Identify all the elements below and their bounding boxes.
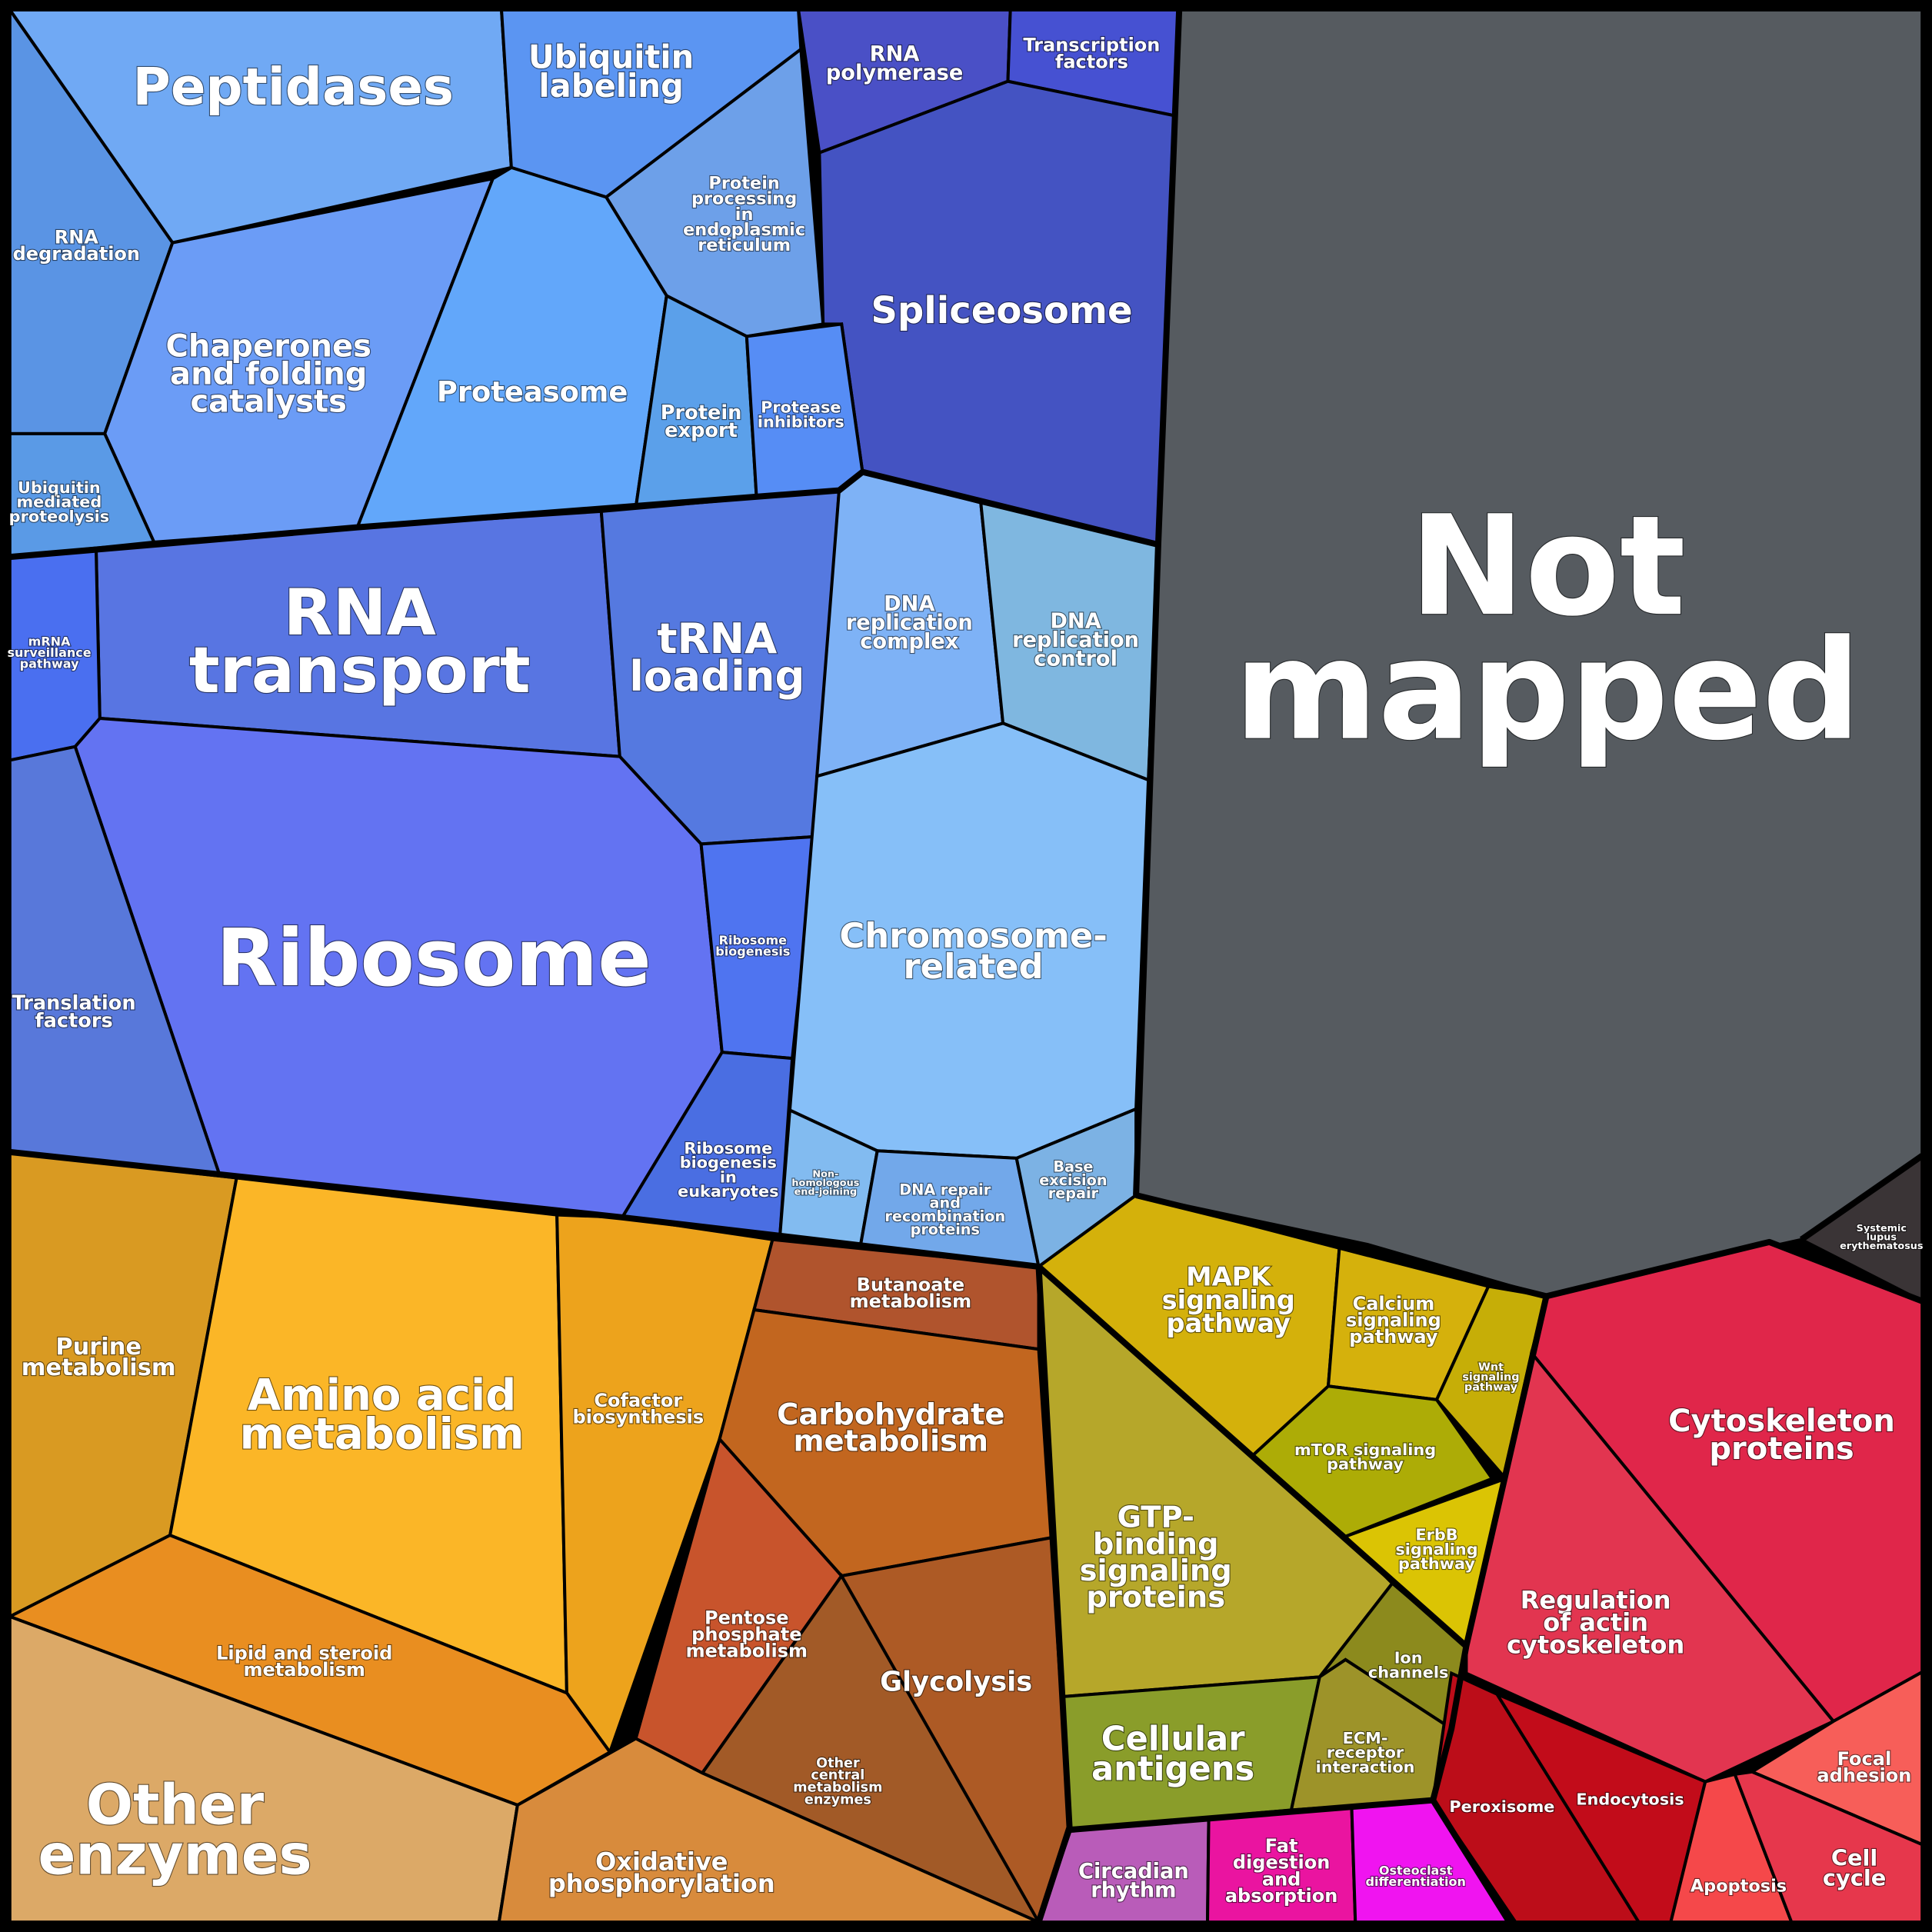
label-rna-polymerase: RNA polymerase bbox=[826, 42, 964, 85]
label-apoptosis: Apoptosis bbox=[1690, 1876, 1787, 1896]
label-mrna-surveillance: mRNA surveillance pathway bbox=[7, 634, 91, 671]
label-cell-cycle: Cell cycle bbox=[1823, 1844, 1886, 1890]
label-not-mapped: Not mapped bbox=[1234, 486, 1861, 771]
label-translation-factors: Translation factors bbox=[12, 991, 136, 1032]
label-cellular-antigens: Cellular antigens bbox=[1091, 1720, 1254, 1788]
label-lipid-steroid: Lipid and steroid metabolism bbox=[216, 1642, 392, 1681]
label-dna-replication-control: DNA replication control bbox=[1012, 609, 1139, 671]
label-ubiquitin-mediated-proteolysis: Ubiquitin mediated proteolysis bbox=[9, 478, 109, 525]
label-protein-processing-er: Protein processing in endoplasmic reticulum bbox=[683, 173, 805, 255]
label-ecm-receptor: ECM-receptor interaction bbox=[1316, 1729, 1415, 1776]
label-rna-degradation: RNA degradation bbox=[13, 227, 140, 265]
label-base-excision-repair: Base excision repair bbox=[1039, 1158, 1107, 1202]
label-regulation-actin: Regulation of actin cytoskeleton bbox=[1507, 1586, 1684, 1660]
group-border bbox=[1070, 1797, 1512, 1924]
label-pentose-phosphate: Pentose phosphate metabolism bbox=[686, 1607, 808, 1661]
label-fat-digestion: Fat digestion and absorption bbox=[1225, 1835, 1338, 1907]
label-peptidases: Peptidases bbox=[133, 56, 455, 116]
label-focal-adhesion: Focal adhesion bbox=[1817, 1748, 1911, 1787]
label-ubiquitin-labeling: Ubiquitin labeling bbox=[528, 38, 694, 104]
cell-mtor-signaling[interactable] bbox=[1251, 1384, 1495, 1539]
label-oxidative-phosphorylation: Oxidative phosphorylation bbox=[548, 1847, 775, 1898]
label-butanoate-metabolism: Butanoate metabolism bbox=[850, 1274, 971, 1312]
label-mapk-signaling: MAPK signaling pathway bbox=[1162, 1261, 1295, 1338]
label-osteoclast-differentiation: Osteoclast differentiation bbox=[1366, 1863, 1466, 1888]
label-nhej: Non-homologous end-joining bbox=[791, 1168, 859, 1198]
label-cytoskeleton-proteins: Cytoskeleton proteins bbox=[1668, 1404, 1895, 1467]
label-protein-export: Protein export bbox=[661, 401, 742, 442]
label-mtor-signaling: mTOR signaling pathway bbox=[1294, 1441, 1436, 1474]
label-other-central: Other central metabolism enzymes bbox=[793, 1756, 882, 1808]
label-amino-acid-metabolism: Amino acid metabolism bbox=[240, 1371, 525, 1459]
label-peroxisome: Peroxisome bbox=[1449, 1797, 1554, 1816]
label-transcription-factors: Transcription factors bbox=[1023, 35, 1160, 73]
label-glycolysis: Glycolysis bbox=[880, 1666, 1032, 1697]
label-chromosome-related: Chromosome-related bbox=[839, 915, 1108, 987]
group-border bbox=[1799, 1153, 1924, 1242]
group-border bbox=[9, 1148, 1073, 1924]
label-systemic-lupus: Systemic lupus erythematosus bbox=[1840, 1222, 1924, 1251]
label-calcium-signaling: Calcium signaling pathway bbox=[1346, 1293, 1441, 1347]
group-border bbox=[1036, 1264, 1469, 1649]
label-chaperones: Chaperones and folding catalysts bbox=[165, 329, 371, 420]
label-ribosome-biogenesis-eukaryotes: Ribosome biogenesis in eukaryotes bbox=[678, 1139, 778, 1201]
label-purine-metabolism: Purine metabolism bbox=[22, 1333, 176, 1381]
group-border bbox=[1430, 1295, 1550, 1801]
label-rna-transport: RNA transport bbox=[189, 575, 531, 708]
label-dna-replication-complex: DNA replication complex bbox=[846, 592, 973, 654]
label-protease-inhibitors: Protease inhibitors bbox=[758, 398, 844, 431]
label-spliceosome: Spliceosome bbox=[871, 289, 1132, 332]
label-ion-channels: Ion channels bbox=[1368, 1649, 1448, 1682]
label-gtp-binding: GTP-binding signaling proteins bbox=[1080, 1500, 1232, 1614]
label-proteasome: Proteasome bbox=[437, 375, 628, 408]
group-border bbox=[9, 468, 1159, 561]
label-erbb-signaling: ErbB signaling pathway bbox=[1395, 1526, 1477, 1573]
label-cofactor-biosynthesis: Cofactor biosynthesis bbox=[573, 1390, 705, 1428]
label-ribosome-biogenesis: Ribosome biogenesis bbox=[715, 933, 790, 958]
label-carbohydrate-metabolism: Carbohydrate metabolism bbox=[777, 1397, 1004, 1459]
label-other-enzymes: Other enzymes bbox=[38, 1773, 311, 1887]
label-endocytosis: Endocytosis bbox=[1576, 1790, 1684, 1809]
group-border bbox=[1135, 1192, 1924, 1304]
group-border bbox=[1133, 9, 1183, 1196]
cell-oxidative-phosphorylation[interactable] bbox=[497, 1737, 1040, 1924]
label-circadian-rhythm: Circadian rhythm bbox=[1078, 1860, 1189, 1903]
label-dna-repair: DNA repair and recombination proteins bbox=[884, 1181, 1005, 1238]
label-wnt-signaling: Wnt signaling pathway bbox=[1462, 1361, 1519, 1394]
label-ribosome: Ribosome bbox=[216, 913, 651, 1004]
label-trna-loading: tRNA loading bbox=[629, 614, 804, 701]
